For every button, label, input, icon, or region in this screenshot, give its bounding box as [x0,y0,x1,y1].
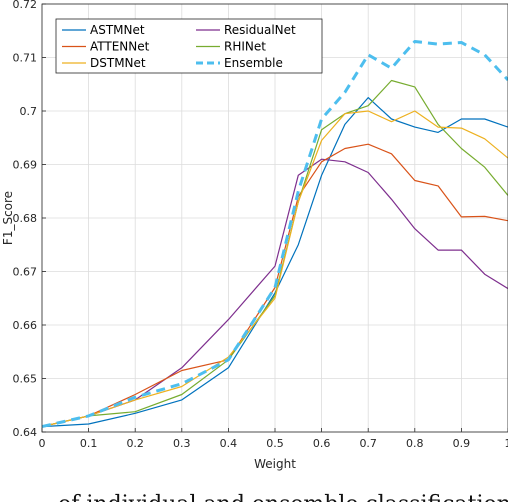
y-tick-labels: 0.64 0.65 0.66 0.67 0.68 0.69 0.7 0.71 0.72 [13,0,38,439]
grid-lines [41,3,508,433]
y-tick-label: 0.68 [13,212,38,225]
y-tick-label: 0.72 [13,0,38,11]
series-line-dstmnet [41,110,508,428]
series-line-attennet [41,143,508,428]
y-tick-label: 0.7 [20,105,38,118]
y-tick-label: 0.66 [13,319,38,332]
x-tick-label: 0.1 [80,437,98,450]
caption-text: of individual and ensemble classificatio… [58,492,508,502]
series-line-rhinet [41,79,508,428]
x-tick-label: 0.4 [220,437,238,450]
caption-fragment: of individual and ensemble classificatio… [0,478,508,502]
x-tick-label: 0.9 [453,437,471,450]
y-tick-label: 0.69 [13,159,38,172]
x-tick-label: 1 [505,437,508,450]
y-tick-label: 0.67 [13,266,38,279]
y-tick-label: 0.65 [13,373,38,386]
series-line-residualnet [41,158,508,428]
y-tick-label: 0.71 [13,52,38,65]
x-tick-label: 0.3 [173,437,191,450]
legend-label-dstmnet: DSTMNet [90,56,146,70]
y-tick-label: 0.64 [13,426,38,439]
series-line-astmnet [41,96,508,428]
legend-label-astmnet: ASTMNet [90,23,145,37]
legend-label-rhinet: RHINet [224,40,266,54]
legend-label-ensemble: Ensemble [224,56,283,70]
x-tick-label: 0.6 [313,437,331,450]
x-tick-label: 0.7 [359,437,377,450]
y-axis-label: F1_Score [1,191,15,245]
series-lines [41,40,508,429]
x-axis-label: Weight [254,457,296,471]
series-line-ensemble [41,40,508,429]
plot-frame [41,3,508,433]
legend-label-residualnet: ResidualNet [224,23,296,37]
x-tick-label: 0.2 [126,437,144,450]
x-tick-label: 0.8 [406,437,424,450]
line-chart: 00.10.20.30.40.50.60.70.80.91 0.640.650.… [1,0,508,471]
legend: ASTMNet ResidualNet ATTENNet RHINet DSTMNet E… [55,18,323,74]
x-tick-label: 0.5 [266,437,284,450]
x-tick-labels: 0 0.1 0.2 0.3 0.4 0.5 0.6 0.7 0.8 0.9 1 [39,437,508,450]
legend-label-attennet: ATTENNet [90,40,150,54]
legend-box [55,18,323,74]
x-tick-label: 0 [39,437,46,450]
